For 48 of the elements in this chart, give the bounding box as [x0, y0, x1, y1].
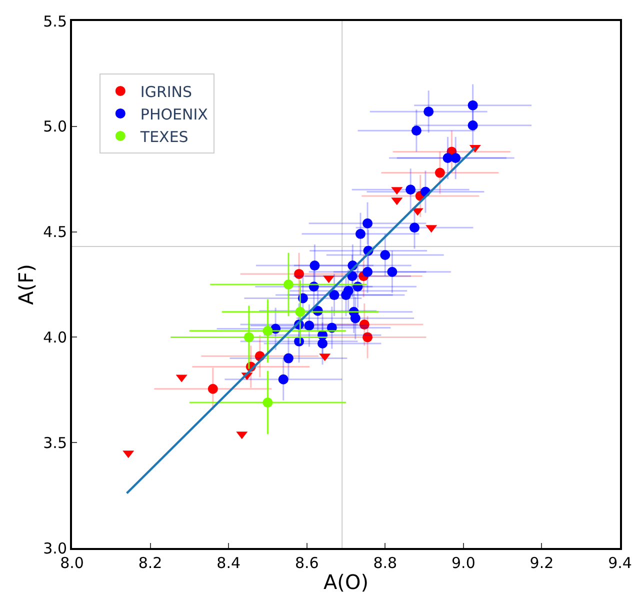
x-tick-label: 8.8	[373, 554, 398, 572]
point	[350, 313, 360, 324]
point	[380, 250, 390, 260]
point	[347, 271, 358, 282]
x-tick-label: 9.4	[608, 554, 632, 572]
point	[341, 290, 351, 300]
point	[468, 120, 478, 130]
point	[468, 100, 478, 110]
point	[362, 266, 373, 277]
y-tick-label: 5.0	[43, 118, 67, 136]
point	[406, 184, 416, 195]
point	[295, 306, 306, 317]
point	[262, 326, 273, 336]
x-tick-label: 9.0	[452, 554, 476, 572]
point	[262, 398, 273, 408]
point	[424, 106, 434, 117]
legend-label: IGRINS	[140, 82, 192, 101]
point	[410, 222, 420, 233]
point	[304, 320, 314, 331]
x-tick-label: 9.2	[530, 554, 554, 572]
point	[329, 290, 340, 300]
x-tick-label: 8.6	[294, 554, 319, 572]
point	[411, 126, 422, 136]
point	[208, 384, 218, 394]
point	[294, 268, 304, 279]
y-axis-title: A(F)	[14, 264, 38, 305]
point	[278, 374, 288, 384]
x-tick-label: 8.4	[216, 554, 240, 572]
point	[355, 228, 366, 239]
point	[244, 332, 254, 342]
legend-label: TEXES	[139, 128, 188, 146]
point	[283, 280, 294, 290]
y-tick-label: 5.5	[43, 12, 67, 30]
point	[450, 153, 461, 164]
y-tick-label: 3.5	[43, 434, 67, 452]
x-tick-label: 8.2	[138, 554, 162, 572]
point	[283, 353, 294, 364]
legend-label: PHOENIX	[140, 105, 208, 124]
point	[434, 168, 445, 178]
y-tick-label: 4.0	[43, 328, 67, 346]
y-tick-label: 4.5	[43, 223, 67, 242]
point	[387, 266, 398, 277]
x-axis-title: A(O)	[323, 570, 369, 594]
point	[362, 332, 373, 342]
point	[310, 260, 320, 271]
point	[359, 320, 370, 330]
point	[362, 218, 373, 228]
point	[318, 338, 328, 349]
